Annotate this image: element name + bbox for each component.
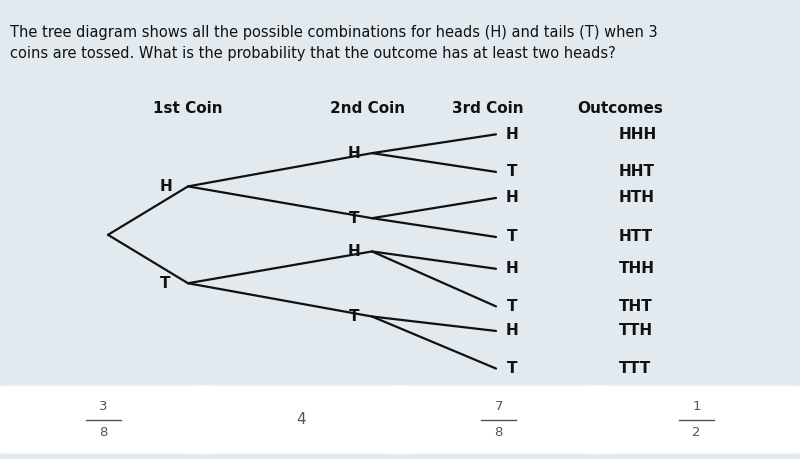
Text: 8: 8 bbox=[99, 426, 108, 439]
Text: H: H bbox=[506, 190, 518, 206]
Text: T: T bbox=[506, 164, 518, 179]
Text: 2nd Coin: 2nd Coin bbox=[330, 101, 406, 116]
FancyBboxPatch shape bbox=[385, 386, 613, 453]
FancyBboxPatch shape bbox=[0, 386, 218, 453]
Text: T: T bbox=[506, 361, 518, 376]
Text: HHH: HHH bbox=[618, 127, 657, 142]
Text: The tree diagram shows all the possible combinations for heads (H) and tails (T): The tree diagram shows all the possible … bbox=[10, 25, 658, 61]
Text: T: T bbox=[349, 211, 360, 226]
Text: H: H bbox=[506, 261, 518, 276]
Text: 1st Coin: 1st Coin bbox=[153, 101, 223, 116]
Text: T: T bbox=[349, 309, 360, 324]
Text: T: T bbox=[506, 230, 518, 245]
Text: T: T bbox=[160, 276, 171, 291]
Text: T: T bbox=[506, 299, 518, 314]
Text: 2: 2 bbox=[692, 426, 701, 439]
Text: H: H bbox=[348, 146, 361, 161]
Text: 1: 1 bbox=[692, 400, 701, 413]
Text: H: H bbox=[506, 127, 518, 142]
Text: THT: THT bbox=[618, 299, 652, 314]
FancyBboxPatch shape bbox=[187, 386, 415, 453]
FancyBboxPatch shape bbox=[582, 386, 800, 453]
Text: 4: 4 bbox=[296, 412, 306, 427]
Text: 3rd Coin: 3rd Coin bbox=[452, 101, 524, 116]
Text: H: H bbox=[506, 324, 518, 338]
Text: TTT: TTT bbox=[618, 361, 650, 376]
Text: 7: 7 bbox=[494, 400, 503, 413]
Text: H: H bbox=[348, 244, 361, 259]
Text: HTH: HTH bbox=[618, 190, 654, 206]
Text: 8: 8 bbox=[494, 426, 503, 439]
Text: HTT: HTT bbox=[618, 230, 653, 245]
Text: TTH: TTH bbox=[618, 324, 653, 338]
Text: 3: 3 bbox=[99, 400, 108, 413]
Text: H: H bbox=[159, 179, 172, 194]
Text: HHT: HHT bbox=[618, 164, 654, 179]
Text: Outcomes: Outcomes bbox=[577, 101, 663, 116]
Text: THH: THH bbox=[618, 261, 654, 276]
